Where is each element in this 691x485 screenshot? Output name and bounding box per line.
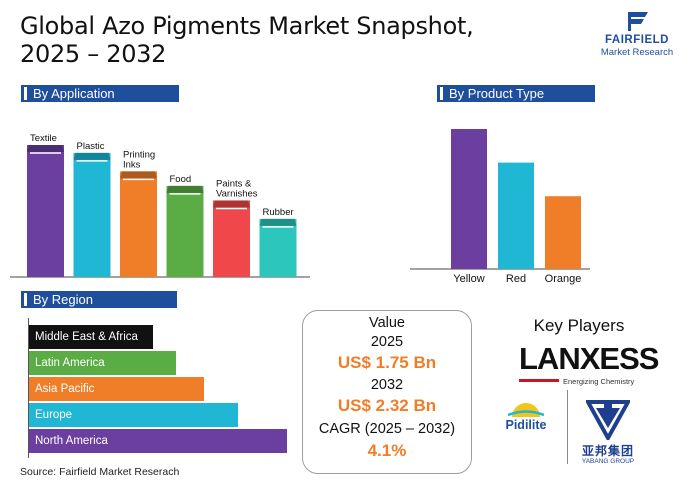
region-axis [28, 318, 29, 458]
source-note: Source: Fairfield Market Reserach [20, 466, 180, 478]
yabang-chinese-name: 亚邦集团 [581, 444, 634, 458]
application-label-rubber: Rubber [263, 207, 294, 218]
region-bar-middle-east-africa: Middle East & Africa [29, 325, 153, 349]
region-bar-north-america: North America [29, 429, 287, 453]
pidilite-logo: Pidilite [486, 398, 566, 438]
region-bar-europe: Europe [29, 403, 238, 427]
section-by-region: By Region [21, 291, 177, 308]
section-by-product-type: By Product Type [437, 85, 595, 102]
value-2025: US$ 1.75 Bn [337, 353, 437, 372]
lanxess-logo: LANXESS Energizing Chemistry [519, 341, 659, 389]
cagr-value: 4.1% [367, 441, 407, 460]
application-label-food: Food [170, 174, 192, 185]
product-type-label-orange: Orange [545, 273, 582, 285]
application-bar-rubber [259, 218, 297, 277]
lanxess-tagline: Energizing Chemistry [563, 377, 635, 386]
application-bar-printing-inks [120, 171, 157, 277]
application-label-paints-varnishes: Paints & Varnishes [216, 178, 258, 199]
application-label-printing-inks: Printing Inks [123, 149, 155, 170]
product-type-chart: Yellow Red Orange [410, 129, 590, 285]
product-type-label-red: Red [506, 273, 526, 285]
application-label-plastic: Plastic [77, 141, 105, 152]
brand-subtitle: Market Research [600, 47, 674, 58]
lanxess-red-line [519, 379, 559, 382]
year-2025: 2025 [370, 334, 404, 350]
logo-divider [567, 390, 568, 464]
region-bar-latin-america: Latin America [29, 351, 177, 375]
brand-logo: FAIRFIELD Market Research [588, 10, 686, 60]
cagr-label: CAGR (2025 – 2032) [318, 421, 456, 437]
year-2032: 2032 [370, 377, 404, 393]
application-bar-plastic [73, 152, 111, 277]
product-type-label-yellow: Yellow [453, 273, 484, 285]
brand-flag-icon [628, 12, 648, 31]
product-type-bar-orange [545, 196, 581, 269]
market-snapshot-box: Value 2025 US$ 1.75 Bn 2032 US$ 2.32 Bn … [302, 310, 472, 474]
value-2032: US$ 2.32 Bn [337, 396, 437, 415]
application-bar-food [166, 185, 204, 277]
page-title: Global Azo Pigments Market Snapshot, 202… [20, 12, 474, 68]
application-label-textile: Textile [30, 133, 57, 144]
application-bar-textile [27, 145, 64, 277]
section-by-application: By Application [21, 85, 179, 102]
region-chart: Middle East & Africa Latin America Asia Pa… [0, 318, 300, 464]
yabang-logo: 亚邦集团 YABANG GROUP [576, 398, 640, 470]
product-type-bar-yellow [451, 129, 487, 269]
product-type-bar-red [498, 162, 534, 269]
key-players-title: Key Players [533, 316, 625, 335]
pidilite-sun-icon [508, 403, 544, 417]
value-label: Value [368, 315, 405, 331]
brand-name: FAIRFIELD [605, 34, 669, 46]
pidilite-name: Pidilite [505, 418, 547, 432]
yabang-emblem-icon [586, 400, 630, 440]
application-bar-paints-varnishes [213, 200, 250, 277]
application-chart: Textile Plastic Printing Inks Food Paints & Va… [10, 133, 310, 278]
yabang-english-name: YABANG GROUP [581, 458, 635, 465]
lanxess-name: LANXESS [519, 341, 659, 376]
region-bar-asia-pacific: Asia Pacific [29, 377, 205, 401]
